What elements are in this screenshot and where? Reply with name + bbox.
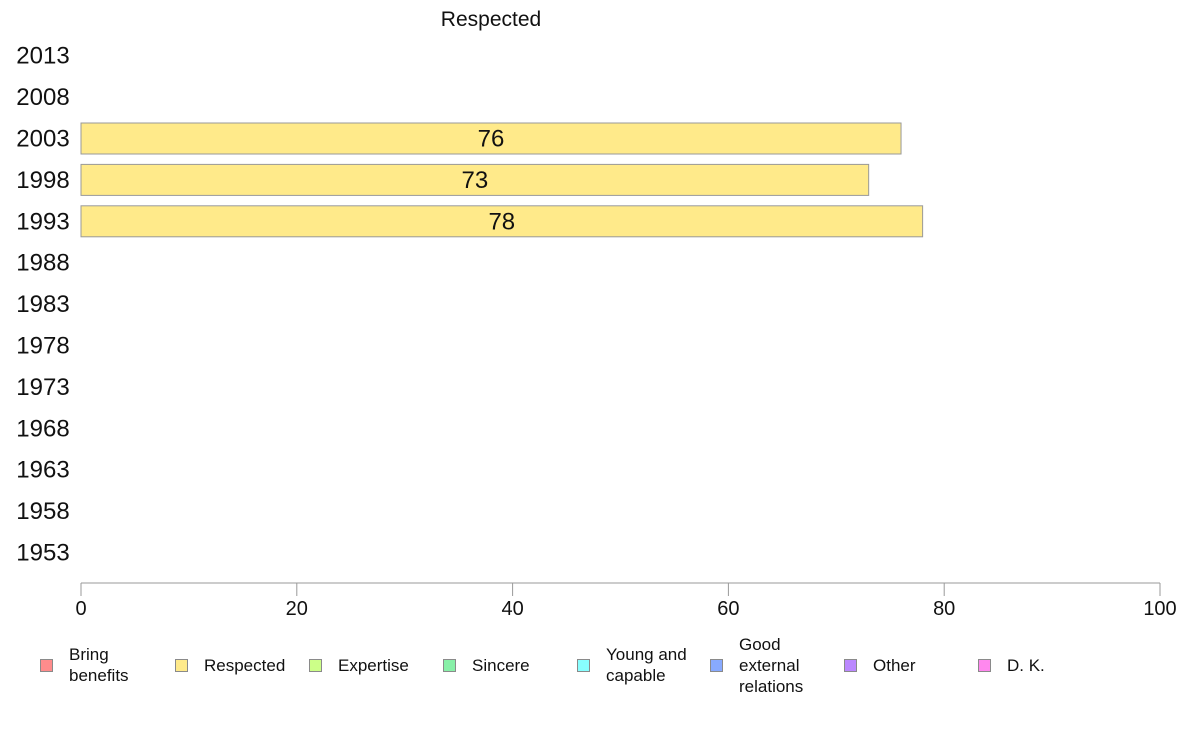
y-tick-label: 1968 (16, 415, 69, 442)
bar-value-label: 73 (461, 167, 488, 194)
legend-label: Respected (204, 655, 286, 675)
y-tick-label: 1978 (16, 333, 69, 360)
y-tick-label: 1988 (16, 250, 69, 277)
y-tick-label: 1953 (16, 540, 69, 567)
legend-item: Respected (175, 630, 285, 700)
legend-item: Expertise (309, 630, 409, 700)
legend-swatch (175, 658, 188, 672)
bar-value-label: 78 (488, 208, 515, 235)
legend-swatch (844, 658, 857, 672)
y-tick-label: 1983 (16, 291, 69, 318)
y-tick-label: 1958 (16, 498, 69, 525)
y-tick-label: 1998 (16, 167, 69, 194)
legend-item: Good external relations (710, 630, 803, 700)
x-tick-label: 20 (286, 598, 308, 620)
legend-swatch (710, 658, 723, 672)
legend-label: D. K. (1007, 655, 1045, 675)
legend-label: Bring benefits (69, 645, 129, 685)
y-tick-label: 2008 (16, 84, 69, 111)
legend-label: Young and capable (606, 645, 687, 685)
legend-item: Young and capable (577, 630, 687, 700)
legend-swatch (443, 658, 456, 672)
y-tick-label: 2003 (16, 126, 69, 153)
legend-swatch (577, 658, 590, 672)
y-tick-label: 1993 (16, 208, 69, 235)
legend-swatch (309, 658, 322, 672)
legend-label: Sincere (472, 655, 530, 675)
bar-value-label: 76 (478, 126, 505, 153)
bar (80, 122, 902, 155)
legend-label: Other (873, 655, 916, 675)
x-tick-label: 100 (1143, 598, 1176, 620)
legend-swatch (40, 658, 53, 672)
legend-item: Other (844, 630, 916, 700)
x-tick-label: 60 (717, 598, 739, 620)
legend: Bring benefits Respected Expertise Sincere Yo… (0, 630, 1188, 700)
chart-title: Respected (441, 8, 541, 31)
legend-label: Good external relations (739, 634, 804, 696)
x-tick-label: 80 (933, 598, 955, 620)
y-tick-label: 1973 (16, 374, 69, 401)
y-tick-label: 1963 (16, 457, 69, 484)
legend-item: D. K. (978, 630, 1045, 700)
legend-item: Sincere (443, 630, 530, 700)
legend-item: Bring benefits (40, 630, 129, 700)
bar (80, 163, 870, 196)
x-tick-label: 40 (501, 598, 523, 620)
bar (80, 205, 924, 238)
legend-swatch (978, 658, 991, 672)
x-tick-label: 0 (75, 598, 86, 620)
legend-label: Expertise (338, 655, 409, 675)
y-tick-label: 2013 (16, 43, 69, 70)
